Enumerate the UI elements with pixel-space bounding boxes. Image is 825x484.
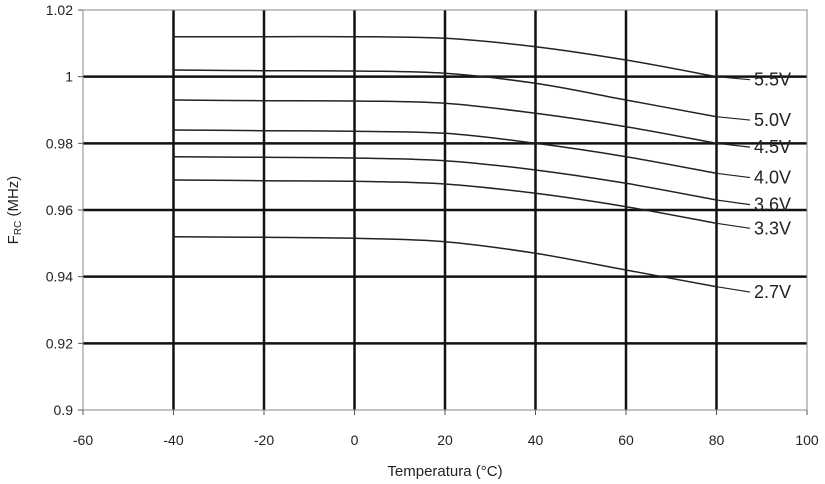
x-tick-label: -60 (73, 432, 93, 448)
series-label: 3.3V (754, 218, 791, 238)
series-leader (716, 142, 751, 148)
series-line (173, 129, 717, 175)
series-label: 2.7V (754, 282, 791, 302)
y-axis-title-sub: RC (13, 221, 24, 235)
series-line (173, 235, 717, 288)
x-tick-label: 0 (351, 432, 359, 448)
x-tick-label: 100 (795, 432, 819, 448)
x-tick-label: 20 (437, 432, 453, 448)
series-label: 5.0V (754, 110, 791, 130)
series-label: 5.5V (754, 70, 791, 90)
y-tick-label: 0.94 (46, 269, 73, 285)
series-label: 4.5V (754, 137, 791, 157)
tick-labels: -60 -40 -20 0 20 40 60 80 100 0.9 0.92 0.94 0.96 0.98… (46, 2, 819, 448)
y-tick-label: 0.92 (46, 335, 73, 351)
series-line (173, 179, 717, 225)
series-leader (716, 172, 751, 179)
y-tick-label: 0.9 (54, 402, 74, 418)
series-line (173, 155, 717, 201)
series-leader (716, 116, 751, 121)
series-line (173, 35, 717, 78)
series-leader (716, 76, 751, 81)
y-tick-label: 0.98 (46, 135, 73, 151)
y-axis-title: FRC (MHz) (5, 176, 24, 245)
series-leader (716, 199, 751, 206)
series-leader (716, 286, 751, 293)
x-tick-label: 80 (709, 432, 725, 448)
x-tick-label: -40 (163, 432, 183, 448)
y-tick-label: 1.02 (46, 2, 73, 18)
series-line (173, 69, 717, 118)
grid (78, 9, 808, 415)
series-label: 3.6V (754, 195, 791, 215)
y-axis-title-main: F (5, 235, 22, 244)
x-axis-title: Temperatura (°C) (387, 463, 502, 480)
series-leader (716, 222, 751, 229)
y-tick-label: 0.96 (46, 202, 73, 218)
x-tick-label: -20 (254, 432, 274, 448)
series-label: 4.0V (754, 168, 791, 188)
y-tick-label: 1 (65, 69, 73, 85)
x-tick-label: 40 (528, 432, 544, 448)
plot-area (82, 9, 808, 411)
x-tick-label: 60 (618, 432, 634, 448)
y-axis-title-unit: (MHz) (5, 176, 22, 221)
series-labels: 5.5V 5.0V 4.5V 4.0V 3.6V 3.3V 2.7V (754, 70, 791, 302)
series-line (173, 99, 717, 145)
series-lines (173, 35, 751, 293)
